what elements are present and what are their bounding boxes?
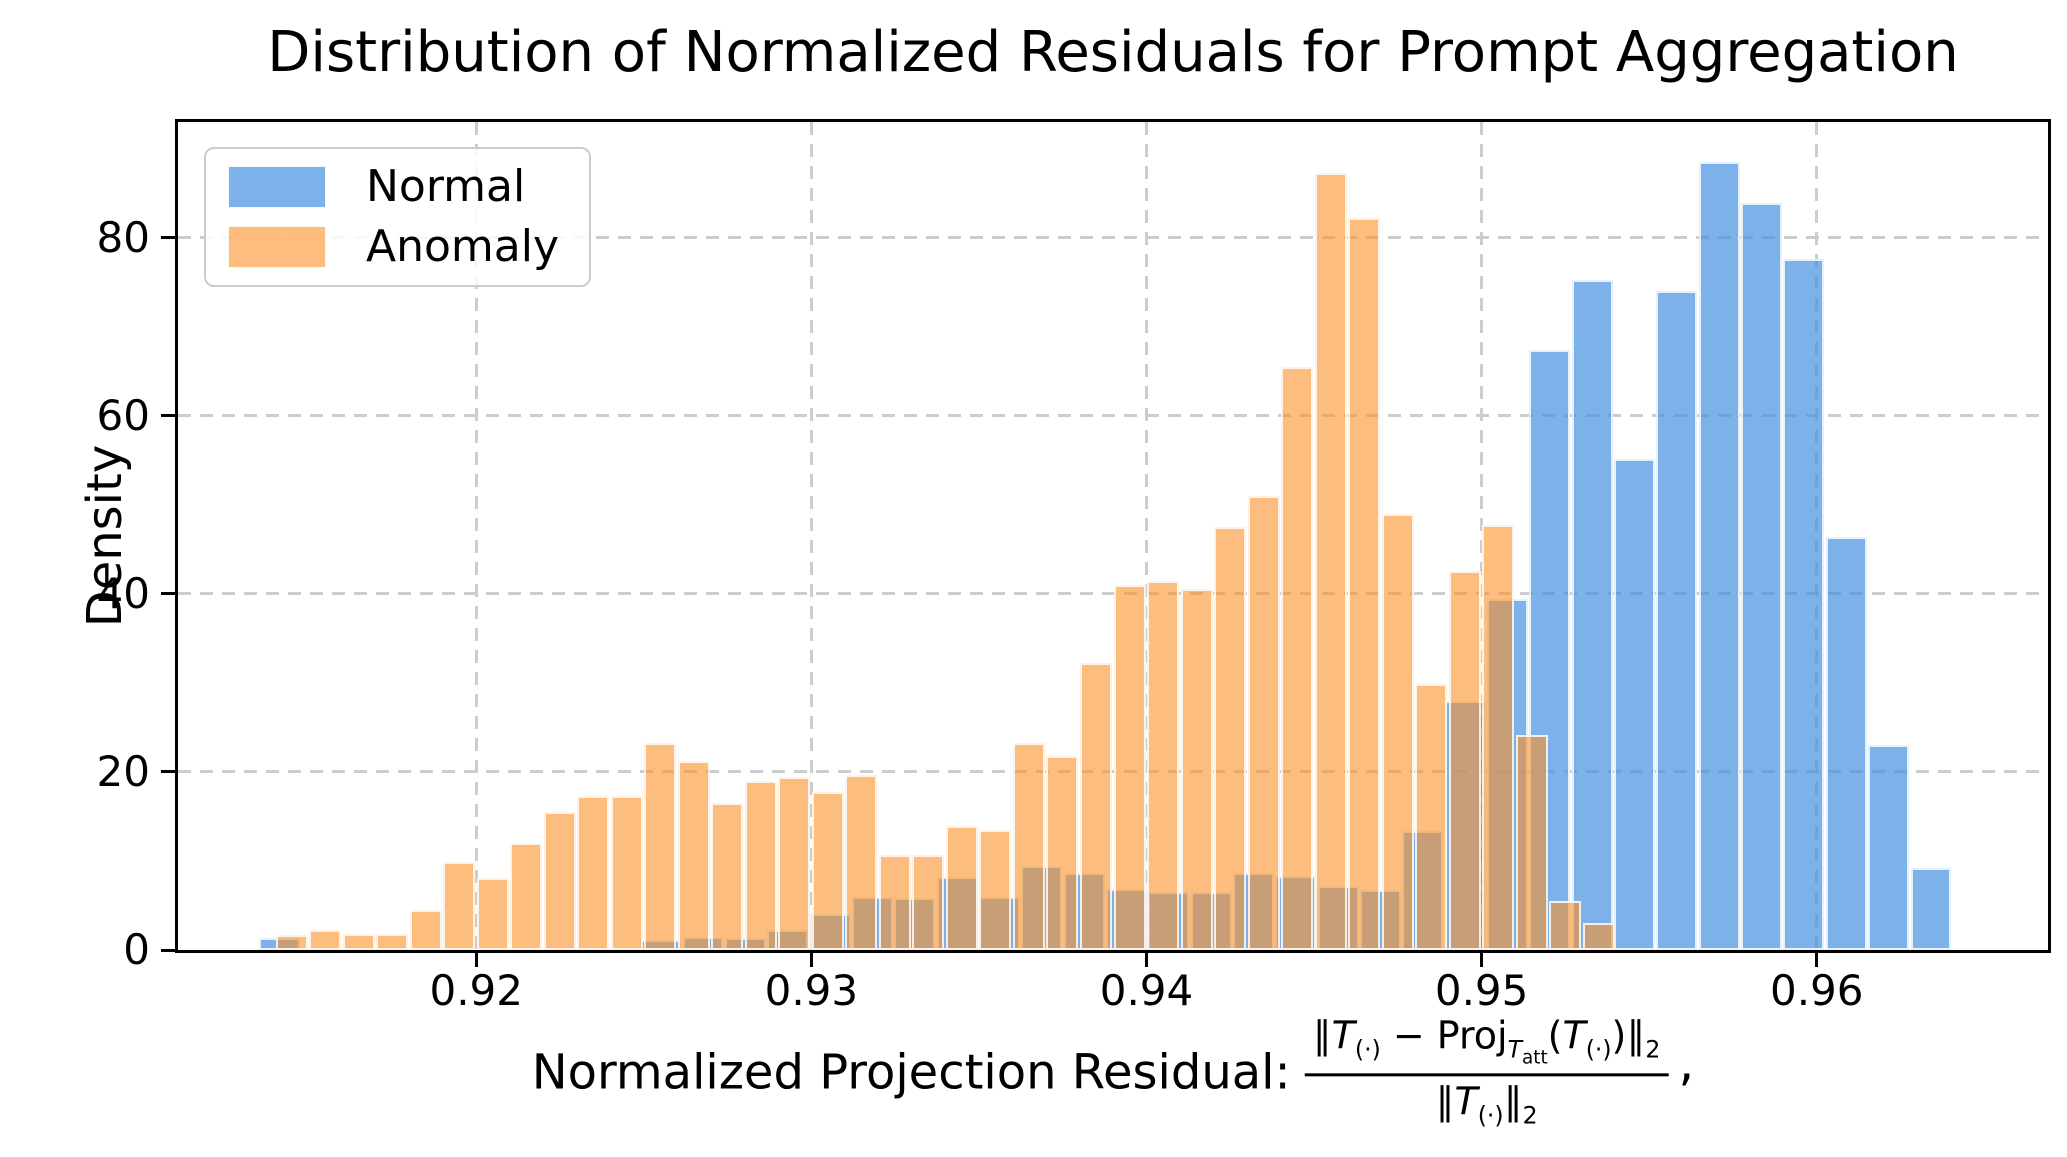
x-tick-label-0.93: 0.93 <box>764 966 859 1015</box>
histogram-bar-anomaly <box>1281 366 1314 950</box>
histogram-bar-anomaly <box>1415 683 1448 950</box>
gridline-y-40 <box>178 592 2048 596</box>
legend-item-anomaly: Anomaly <box>228 225 559 269</box>
histogram-bar-normal <box>1783 259 1825 950</box>
y-tick-label-20: 20 <box>96 746 150 796</box>
histogram-bar-anomaly <box>342 933 375 950</box>
y-tick-label-80: 80 <box>96 212 150 262</box>
histogram-bar-anomaly <box>1147 580 1179 950</box>
x-tick-label-0.92: 0.92 <box>429 966 523 1015</box>
x-tick-label-0.96: 0.96 <box>1769 966 1864 1015</box>
histogram-bar-anomaly <box>778 777 811 950</box>
histogram-bar-anomaly <box>1348 218 1381 950</box>
gridline-y-60 <box>178 414 2048 418</box>
histogram-bar-normal <box>1741 203 1782 950</box>
histogram-bar-anomaly <box>376 933 409 950</box>
x-tick-mark-0.93 <box>809 953 813 967</box>
histogram-bar-anomaly <box>744 780 777 950</box>
histogram-bar-normal <box>1656 291 1698 950</box>
histogram-bar-normal <box>1868 745 1909 950</box>
histogram-bar-anomaly <box>543 812 576 950</box>
histogram-bar-anomaly <box>1012 742 1045 950</box>
x-tick-mark-0.95 <box>1480 953 1484 967</box>
histogram-bar-anomaly <box>912 854 945 950</box>
gridline-x-0.93 <box>809 122 813 950</box>
histogram-bar-normal <box>1571 279 1613 950</box>
y-tick-mark-60 <box>161 414 175 418</box>
histogram-bar-anomaly <box>1247 495 1280 950</box>
histogram-bar-anomaly <box>476 877 509 950</box>
histogram-bar-anomaly <box>275 934 308 950</box>
y-tick-mark-20 <box>161 770 175 774</box>
histogram-bar-anomaly <box>1314 172 1347 950</box>
y-tick-mark-40 <box>161 592 175 596</box>
x-axis-label: Normalized Projection Residual: ∥T(·) − … <box>531 1013 1695 1130</box>
histogram-bar-anomaly <box>1448 570 1481 950</box>
legend-label-anomaly: Anomaly <box>366 221 559 272</box>
histogram-bar-anomaly <box>979 829 1012 950</box>
gridline-x-0.92 <box>474 122 478 950</box>
histogram-bar-anomaly <box>1046 755 1079 950</box>
histogram-bar-anomaly <box>677 761 710 950</box>
gridline-y-20 <box>178 770 2048 774</box>
formula-denominator: ∥T(·)∥2 <box>1435 1079 1538 1130</box>
y-tick-label-60: 60 <box>96 390 150 440</box>
legend: Normal Anomaly <box>204 147 591 287</box>
histogram-bar-anomaly <box>1482 525 1515 950</box>
histogram-bar-anomaly <box>1515 734 1548 950</box>
x-tick-label-0.95: 0.95 <box>1434 966 1529 1015</box>
histogram-bar-normal <box>1825 536 1867 950</box>
legend-label-normal: Normal <box>366 161 526 212</box>
legend-item-normal: Normal <box>228 165 559 209</box>
anomaly-swatch-icon <box>228 226 326 268</box>
normal-swatch-icon <box>228 166 326 208</box>
histogram-bar-anomaly <box>1582 923 1615 950</box>
histogram-bar-normal <box>1910 868 1952 950</box>
y-tick-label-0: 0 <box>123 925 150 974</box>
x-tick-mark-0.92 <box>474 953 478 967</box>
y-tick-mark-80 <box>161 236 175 240</box>
histogram-bar-anomaly <box>1180 589 1213 950</box>
histogram-bar-anomaly <box>1381 513 1414 950</box>
histogram-bar-anomaly <box>577 795 610 950</box>
chart-title: Distribution of Normalized Residuals for… <box>267 20 1959 85</box>
gridline-y-80 <box>178 236 2048 240</box>
gridline-x-0.94 <box>1145 122 1148 950</box>
residual-formula-fraction: ∥T(·) − ProjTatt(T(·))∥2 ∥T(·)∥2 <box>1304 1013 1669 1130</box>
histogram-bar-anomaly <box>510 843 543 950</box>
histogram-bar-anomaly <box>409 909 442 950</box>
x-tick-mark-0.94 <box>1145 953 1148 967</box>
histogram-bar-anomaly <box>1113 584 1146 950</box>
histogram-bar-anomaly <box>610 795 643 950</box>
y-tick-label-40: 40 <box>96 568 150 618</box>
histogram-bar-anomaly <box>309 929 342 950</box>
histogram-bar-normal <box>1614 458 1655 950</box>
x-tick-mark-0.96 <box>1815 953 1819 967</box>
histogram-bar-anomaly <box>443 861 476 950</box>
histogram-bar-anomaly <box>1079 663 1112 950</box>
histogram-bar-anomaly <box>1214 527 1247 950</box>
histogram-bar-anomaly <box>878 854 911 950</box>
x-axis-label-text: Normalized Projection Residual: <box>531 1043 1291 1100</box>
x-tick-label-0.94: 0.94 <box>1099 966 1194 1015</box>
formula-numerator: ∥T(·) − ProjTatt(T(·))∥2 <box>1304 1013 1669 1077</box>
histogram-bar-anomaly <box>811 791 844 950</box>
trailing-comma: , <box>1678 1032 1695 1091</box>
histogram-bar-anomaly <box>1549 901 1582 950</box>
histogram-bar-anomaly <box>644 743 677 950</box>
histogram-bar-anomaly <box>845 775 878 950</box>
histogram-bar-anomaly <box>945 826 978 950</box>
gridline-x-0.95 <box>1480 122 1484 950</box>
histogram-bar-normal <box>1698 162 1740 950</box>
plot-area: Normal Anomaly <box>175 119 2051 953</box>
histogram-bar-anomaly <box>711 803 744 950</box>
y-tick-mark-0 <box>161 948 175 952</box>
